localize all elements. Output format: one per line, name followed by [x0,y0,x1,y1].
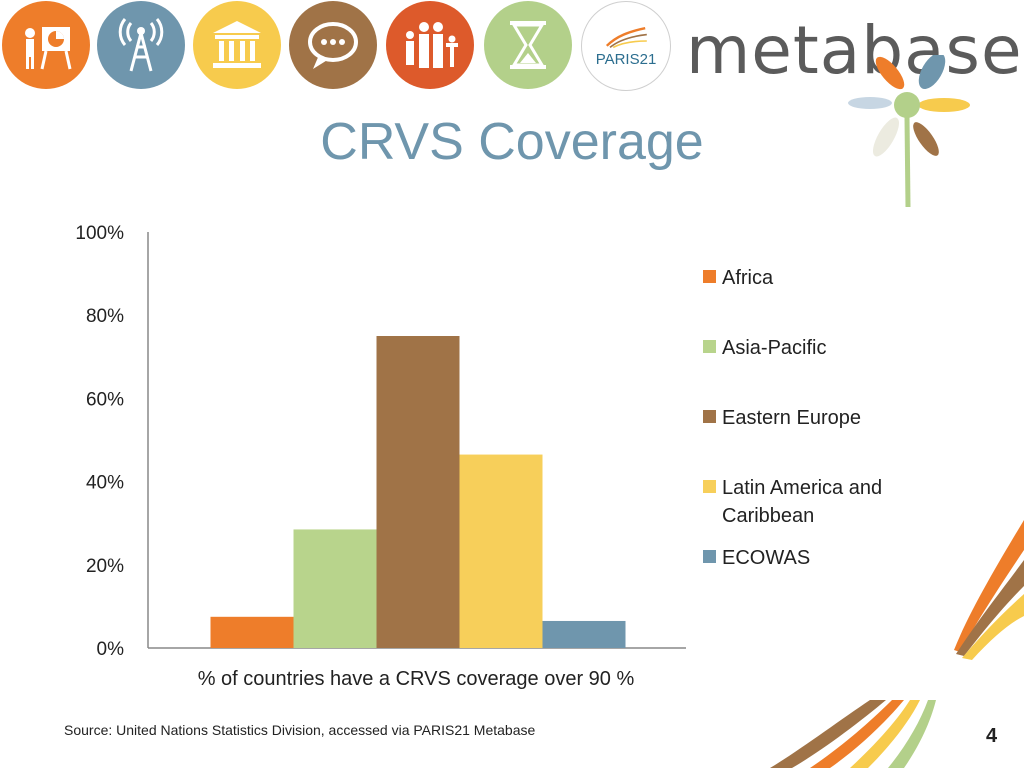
bar-ecowas [542,620,626,648]
legend-swatch [703,410,716,423]
y-tick-label: 20% [86,556,124,577]
slide-title: CRVS Coverage [320,113,704,171]
speech-bubble-icon [289,1,377,89]
legend-swatch [703,340,716,353]
legend-label: Latin America and Caribbean [722,477,882,527]
legend-swatch [703,550,716,563]
presentation-icon [2,1,90,89]
radio-tower-icon [97,1,185,89]
y-tick-label: 80% [86,306,124,327]
bar-chart: 0% 20% 40% 60% 80% 100% % of countries have a … [75,223,882,690]
paris21-label: PARIS21 [595,50,657,68]
bar-eastern-europe [376,336,460,648]
x-axis-label: % of countries have a CRVS coverage over… [198,668,635,690]
legend-swatch [703,270,716,283]
y-tick-label: 40% [86,473,124,494]
hourglass-icon [484,1,572,89]
legend-label: Africa [722,267,774,289]
bar-africa [210,616,294,648]
bar-latin-america-and-caribbean [459,454,543,648]
header-icon-row: PARIS21 [0,0,680,92]
legend-label: ECOWAS [722,547,810,569]
metabase-logo: metabase [686,12,1023,89]
y-tick-label: 0% [97,639,125,660]
family-icon [386,1,474,89]
page-number: 4 [986,725,998,747]
government-building-icon [193,1,281,89]
paris21-logo: PARIS21 [581,1,671,91]
bar-asia-pacific [293,529,377,648]
legend-label: Eastern Europe [722,407,861,429]
flower-logo-icon [848,55,970,208]
legend-label: Asia-Pacific [722,337,826,359]
decorative-swoosh-bottom [770,700,936,768]
decorative-swoosh-right [954,520,1024,660]
legend-swatch [703,480,716,493]
y-tick-label: 60% [86,389,124,410]
y-tick-label: 100% [75,223,124,244]
source-note: Source: United Nations Statistics Divisi… [64,722,536,738]
